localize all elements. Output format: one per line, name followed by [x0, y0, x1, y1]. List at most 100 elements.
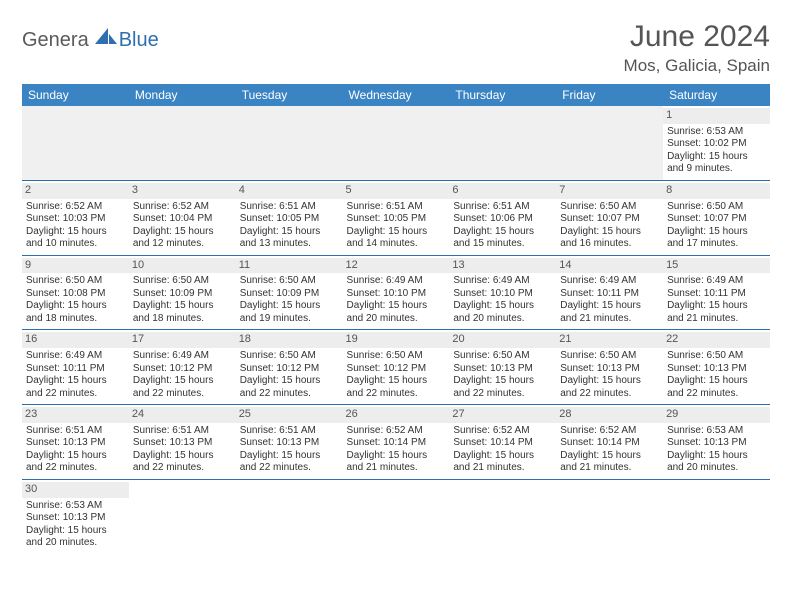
- day-number: 10: [129, 258, 236, 274]
- day-info: Sunrise: 6:52 AM Sunset: 10:14 PM Daylig…: [560, 425, 659, 475]
- calendar-cell: 17 Sunrise: 6:49 AM Sunset: 10:12 PM Dayl…: [129, 330, 236, 405]
- calendar-cell: [129, 479, 236, 553]
- calendar-cell: [236, 106, 343, 180]
- calendar-row: 23Sunrise: 6:51 AM Sunset: 10:13 PM Dayl…: [22, 405, 770, 480]
- day-header: Saturday: [663, 84, 770, 106]
- day-header: Sunday: [22, 84, 129, 106]
- day-info: Sunrise: 6:49 AM Sunset: 10:12 PM Daylig…: [133, 350, 232, 400]
- calendar-cell: 22 Sunrise: 6:50 AM Sunset: 10:13 PM Dayl…: [663, 330, 770, 405]
- calendar-cell: 30 Sunrise: 6:53 AM Sunset: 10:13 PM Dayl…: [22, 479, 129, 553]
- day-info: Sunrise: 6:51 AM Sunset: 10:05 PM Daylig…: [347, 201, 446, 251]
- day-number: 29: [663, 407, 770, 423]
- day-info: Sunrise: 6:49 AM Sunset: 10:11 PM Daylig…: [26, 350, 125, 400]
- day-info: Sunrise: 6:50 AM Sunset: 10:07 PM Daylig…: [667, 201, 766, 251]
- header: Genera Blue June 2024 Mos, Galicia, Spai…: [22, 20, 770, 76]
- day-number: 16: [22, 332, 129, 348]
- day-info: Sunrise: 6:50 AM Sunset: 10:12 PM Daylig…: [240, 350, 339, 400]
- day-info: Sunrise: 6:53 AM Sunset: 10:13 PM Daylig…: [26, 500, 125, 550]
- calendar-cell: 16 Sunrise: 6:49 AM Sunset: 10:11 PM Dayl…: [22, 330, 129, 405]
- calendar-cell: 1Sunrise: 6:53 AM Sunset: 10:02 PM Dayli…: [663, 106, 770, 180]
- day-info: Sunrise: 6:52 AM Sunset: 10:03 PM Daylig…: [26, 201, 125, 251]
- title-block: June 2024 Mos, Galicia, Spain: [624, 20, 770, 76]
- day-number: 14: [556, 258, 663, 274]
- day-info: Sunrise: 6:50 AM Sunset: 10:07 PM Daylig…: [560, 201, 659, 251]
- day-number: 2: [22, 183, 129, 199]
- day-number: 15: [663, 258, 770, 274]
- calendar-cell: 20 Sunrise: 6:50 AM Sunset: 10:13 PM Dayl…: [449, 330, 556, 405]
- day-number: 12: [343, 258, 450, 274]
- calendar-row: 2 Sunrise: 6:52 AM Sunset: 10:03 PM Dayli…: [22, 180, 770, 255]
- day-header: Tuesday: [236, 84, 343, 106]
- calendar-cell: [449, 479, 556, 553]
- day-info: Sunrise: 6:52 AM Sunset: 10:04 PM Daylig…: [133, 201, 232, 251]
- day-info: Sunrise: 6:52 AM Sunset: 10:14 PM Daylig…: [453, 425, 552, 475]
- calendar-cell: [343, 106, 450, 180]
- calendar-cell: [556, 479, 663, 553]
- day-number: 17: [129, 332, 236, 348]
- day-info: Sunrise: 6:50 AM Sunset: 10:13 PM Daylig…: [560, 350, 659, 400]
- calendar-cell: [129, 106, 236, 180]
- day-header: Friday: [556, 84, 663, 106]
- day-number: 4: [236, 183, 343, 199]
- calendar-cell: 3 Sunrise: 6:52 AM Sunset: 10:04 PM Dayli…: [129, 180, 236, 255]
- logo-text-part1: Genera: [22, 29, 89, 52]
- day-info: Sunrise: 6:50 AM Sunset: 10:09 PM Daylig…: [240, 275, 339, 325]
- calendar-cell: 24Sunrise: 6:51 AM Sunset: 10:13 PM Dayl…: [129, 405, 236, 480]
- day-number: 26: [343, 407, 450, 423]
- calendar-cell: 13Sunrise: 6:49 AM Sunset: 10:10 PM Dayl…: [449, 255, 556, 330]
- day-number: 23: [22, 407, 129, 423]
- calendar-cell: [22, 106, 129, 180]
- calendar-cell: 18Sunrise: 6:50 AM Sunset: 10:12 PM Dayl…: [236, 330, 343, 405]
- calendar-head: SundayMondayTuesdayWednesdayThursdayFrid…: [22, 84, 770, 106]
- calendar-row: 1Sunrise: 6:53 AM Sunset: 10:02 PM Dayli…: [22, 106, 770, 180]
- day-header: Monday: [129, 84, 236, 106]
- day-number: 5: [343, 183, 450, 199]
- day-number: 30: [22, 482, 129, 498]
- logo: Genera Blue: [22, 26, 159, 55]
- calendar-row: 16 Sunrise: 6:49 AM Sunset: 10:11 PM Dayl…: [22, 330, 770, 405]
- calendar-cell: 11Sunrise: 6:50 AM Sunset: 10:09 PM Dayl…: [236, 255, 343, 330]
- day-number: 9: [22, 258, 129, 274]
- day-number: 8: [663, 183, 770, 199]
- calendar-cell: 28Sunrise: 6:52 AM Sunset: 10:14 PM Dayl…: [556, 405, 663, 480]
- calendar-cell: [343, 479, 450, 553]
- day-number: 1: [663, 108, 770, 124]
- day-number: 27: [449, 407, 556, 423]
- day-number: 3: [129, 183, 236, 199]
- day-info: Sunrise: 6:51 AM Sunset: 10:06 PM Daylig…: [453, 201, 552, 251]
- day-info: Sunrise: 6:50 AM Sunset: 10:12 PM Daylig…: [347, 350, 446, 400]
- day-info: Sunrise: 6:49 AM Sunset: 10:10 PM Daylig…: [347, 275, 446, 325]
- calendar-table: SundayMondayTuesdayWednesdayThursdayFrid…: [22, 84, 770, 554]
- calendar-cell: 7 Sunrise: 6:50 AM Sunset: 10:07 PM Dayli…: [556, 180, 663, 255]
- day-number: 19: [343, 332, 450, 348]
- day-info: Sunrise: 6:50 AM Sunset: 10:13 PM Daylig…: [453, 350, 552, 400]
- logo-text-part2: Blue: [119, 29, 159, 52]
- calendar-cell: 8 Sunrise: 6:50 AM Sunset: 10:07 PM Dayli…: [663, 180, 770, 255]
- location: Mos, Galicia, Spain: [624, 56, 770, 76]
- day-info: Sunrise: 6:51 AM Sunset: 10:13 PM Daylig…: [133, 425, 232, 475]
- calendar-cell: 5 Sunrise: 6:51 AM Sunset: 10:05 PM Dayli…: [343, 180, 450, 255]
- day-number: 22: [663, 332, 770, 348]
- day-info: Sunrise: 6:49 AM Sunset: 10:10 PM Daylig…: [453, 275, 552, 325]
- calendar-cell: 15Sunrise: 6:49 AM Sunset: 10:11 PM Dayl…: [663, 255, 770, 330]
- calendar-cell: 21Sunrise: 6:50 AM Sunset: 10:13 PM Dayl…: [556, 330, 663, 405]
- calendar-body: 1Sunrise: 6:53 AM Sunset: 10:02 PM Dayli…: [22, 106, 770, 554]
- day-number: 7: [556, 183, 663, 199]
- calendar-cell: 14Sunrise: 6:49 AM Sunset: 10:11 PM Dayl…: [556, 255, 663, 330]
- calendar-cell: 10Sunrise: 6:50 AM Sunset: 10:09 PM Dayl…: [129, 255, 236, 330]
- day-number: 20: [449, 332, 556, 348]
- calendar-cell: 29Sunrise: 6:53 AM Sunset: 10:13 PM Dayl…: [663, 405, 770, 480]
- day-number: 6: [449, 183, 556, 199]
- month-title: June 2024: [624, 20, 770, 54]
- day-info: Sunrise: 6:51 AM Sunset: 10:13 PM Daylig…: [26, 425, 125, 475]
- day-info: Sunrise: 6:50 AM Sunset: 10:13 PM Daylig…: [667, 350, 766, 400]
- day-info: Sunrise: 6:49 AM Sunset: 10:11 PM Daylig…: [560, 275, 659, 325]
- calendar-cell: 2 Sunrise: 6:52 AM Sunset: 10:03 PM Dayli…: [22, 180, 129, 255]
- calendar-cell: 6 Sunrise: 6:51 AM Sunset: 10:06 PM Dayli…: [449, 180, 556, 255]
- calendar-cell: [236, 479, 343, 553]
- day-info: Sunrise: 6:51 AM Sunset: 10:13 PM Daylig…: [240, 425, 339, 475]
- day-header: Wednesday: [343, 84, 450, 106]
- day-info: Sunrise: 6:50 AM Sunset: 10:09 PM Daylig…: [133, 275, 232, 325]
- calendar-row: 30 Sunrise: 6:53 AM Sunset: 10:13 PM Dayl…: [22, 479, 770, 553]
- calendar-cell: [663, 479, 770, 553]
